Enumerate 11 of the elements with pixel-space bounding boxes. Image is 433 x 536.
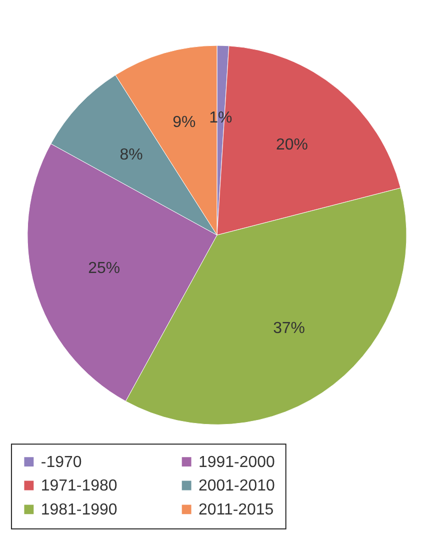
legend-label: 1991-2000: [198, 454, 275, 471]
legend-label: 1981-1990: [40, 501, 118, 518]
legend-label: -1970: [40, 454, 82, 471]
data-label: 25%: [88, 260, 120, 277]
data-label: 9%: [172, 114, 196, 132]
data-label: 8%: [120, 146, 143, 164]
legend-label: 1971-1980: [40, 477, 118, 494]
data-label: 20%: [276, 136, 308, 154]
legend-label: 2001-2010: [198, 477, 275, 494]
data-label: 37%: [273, 320, 305, 337]
legend-label: 2011-2015: [198, 501, 274, 518]
